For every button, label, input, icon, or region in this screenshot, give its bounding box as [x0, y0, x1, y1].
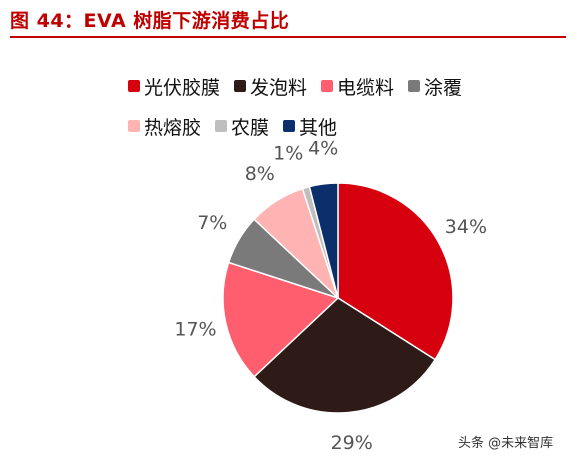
- legend-swatch: [408, 80, 421, 92]
- legend-item-cable: 电缆料: [321, 73, 394, 100]
- legend-row: 光伏胶膜 发泡料 电缆料 涂覆: [128, 66, 568, 106]
- legend-label: 电缆料: [337, 76, 395, 99]
- legend-swatch: [128, 120, 140, 132]
- legend-row: 热熔胶 农膜 其他: [128, 106, 568, 146]
- watermark: 头条 @未来智库: [458, 436, 554, 451]
- slice-other: [308, 182, 339, 299]
- legend-item-pv-film: 光伏胶膜: [128, 73, 220, 100]
- pie-slices: [222, 182, 454, 414]
- pie-data-label: 34%: [445, 216, 487, 238]
- legend-swatch: [283, 120, 296, 132]
- legend-label: 热熔胶: [144, 116, 202, 139]
- legend-item-agri-film: 农膜: [215, 113, 269, 140]
- legend-label: 光伏胶膜: [144, 76, 221, 99]
- slice-foam: [253, 297, 437, 414]
- legend-label: 涂覆: [424, 76, 463, 99]
- legend-swatch: [234, 80, 247, 92]
- pie-data-label: 8%: [245, 163, 275, 185]
- title-divider: [10, 36, 566, 38]
- pie-data-label: 4%: [308, 138, 338, 160]
- figure-title: 图 44：EVA 树脂下游消费占比: [10, 10, 290, 32]
- legend-item-coating: 涂覆: [408, 73, 462, 100]
- pie-data-labels: 34% 29% 17% 7% 8%1% 4%: [174, 138, 487, 454]
- legend-item-other: 其他: [283, 113, 337, 140]
- legend-swatch: [321, 80, 334, 92]
- pie-data-label: 7%: [197, 212, 227, 234]
- legend-swatch: [215, 120, 228, 132]
- chart-legend: 光伏胶膜 发泡料 电缆料 涂覆 热熔胶 农膜: [128, 66, 568, 146]
- legend-swatch: [128, 80, 140, 92]
- pie-data-label: 1%: [273, 143, 303, 165]
- legend-label: 其他: [299, 116, 338, 139]
- legend-label: 发泡料: [250, 76, 308, 99]
- legend-item-foam: 发泡料: [234, 73, 307, 100]
- legend-item-hot-melt: 热熔胶: [128, 113, 201, 140]
- slice-cable: [222, 261, 340, 378]
- pie-data-label: 29%: [331, 432, 373, 454]
- legend-label: 农膜: [231, 116, 270, 139]
- pie-data-label: 17%: [174, 318, 216, 340]
